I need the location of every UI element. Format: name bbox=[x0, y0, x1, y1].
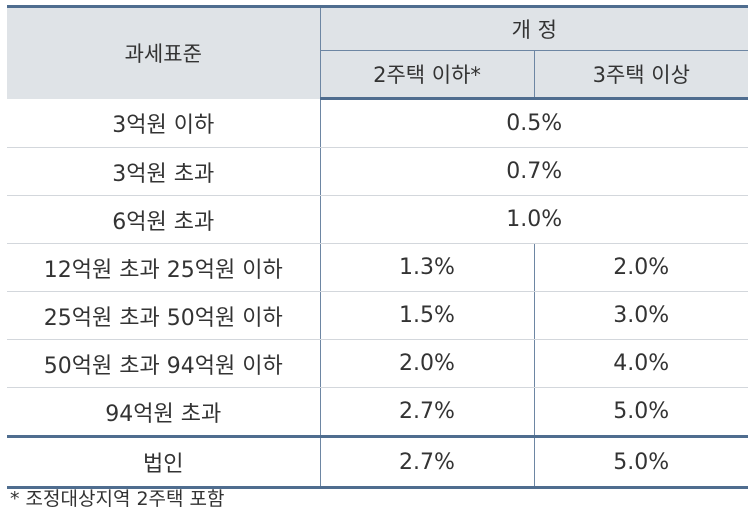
rate-cell-merged: 0.7% bbox=[320, 147, 749, 196]
row-label: 3억원 초과 bbox=[7, 147, 321, 196]
footnote: * 조정대상지역 2주택 포함 bbox=[10, 488, 225, 510]
header-tax-base: 과세표준 bbox=[7, 6, 321, 99]
row-label: 3억원 이하 bbox=[7, 98, 321, 148]
header-revision: 개 정 bbox=[320, 6, 749, 51]
table-row: 12억원 초과 25억원 이하 1.3% 2.0% bbox=[7, 243, 749, 292]
rate-cell-three-or-more: 3.0% bbox=[534, 291, 749, 340]
row-label: 25억원 초과 50억원 이하 bbox=[7, 291, 321, 340]
rate-cell-three-or-more: 2.0% bbox=[534, 243, 749, 292]
table-row: 94억원 초과 2.7% 5.0% bbox=[7, 387, 749, 438]
table-body: 3억원 이하 0.5% 3억원 초과 0.7% 6억원 초과 1.0% 12억원… bbox=[7, 98, 749, 489]
rate-cell-three-or-more: 5.0% bbox=[534, 387, 749, 438]
tax-rate-table-container: 과세표준 개 정 2주택 이하* 3주택 이상 3억원 이하 0.5% 3억원 … bbox=[7, 5, 749, 489]
row-label: 법인 bbox=[7, 436, 321, 489]
table-header: 과세표준 개 정 2주택 이하* 3주택 이상 bbox=[7, 6, 749, 100]
rate-cell-two-or-fewer: 2.7% bbox=[320, 436, 535, 489]
table-row: 3억원 초과 0.7% bbox=[7, 147, 749, 196]
rate-cell-two-or-fewer: 2.7% bbox=[320, 387, 535, 438]
table-row: 3억원 이하 0.5% bbox=[7, 98, 749, 148]
rate-cell-two-or-fewer: 2.0% bbox=[320, 339, 535, 388]
row-label: 94억원 초과 bbox=[7, 387, 321, 438]
row-label: 50억원 초과 94억원 이하 bbox=[7, 339, 321, 388]
rate-cell-merged: 0.5% bbox=[320, 98, 749, 148]
tax-rate-table: 과세표준 개 정 2주택 이하* 3주택 이상 3억원 이하 0.5% 3억원 … bbox=[7, 5, 749, 489]
table-row-corporation: 법인 2.7% 5.0% bbox=[7, 436, 749, 489]
rate-cell-three-or-more: 4.0% bbox=[534, 339, 749, 388]
row-label: 6억원 초과 bbox=[7, 195, 321, 244]
header-two-or-fewer-homes: 2주택 이하* bbox=[320, 50, 535, 100]
rate-cell-two-or-fewer: 1.3% bbox=[320, 243, 535, 292]
header-three-or-more-homes: 3주택 이상 bbox=[534, 50, 749, 100]
header-row-sub: 2주택 이하* 3주택 이상 bbox=[7, 50, 749, 100]
table-row: 6억원 초과 1.0% bbox=[7, 195, 749, 244]
row-label: 12억원 초과 25억원 이하 bbox=[7, 243, 321, 292]
rate-cell-three-or-more: 5.0% bbox=[534, 436, 749, 489]
rate-cell-merged: 1.0% bbox=[320, 195, 749, 244]
header-row-top: 과세표준 개 정 bbox=[7, 6, 749, 99]
table-row: 25억원 초과 50억원 이하 1.5% 3.0% bbox=[7, 291, 749, 340]
rate-cell-two-or-fewer: 1.5% bbox=[320, 291, 535, 340]
table-row: 50억원 초과 94억원 이하 2.0% 4.0% bbox=[7, 339, 749, 388]
